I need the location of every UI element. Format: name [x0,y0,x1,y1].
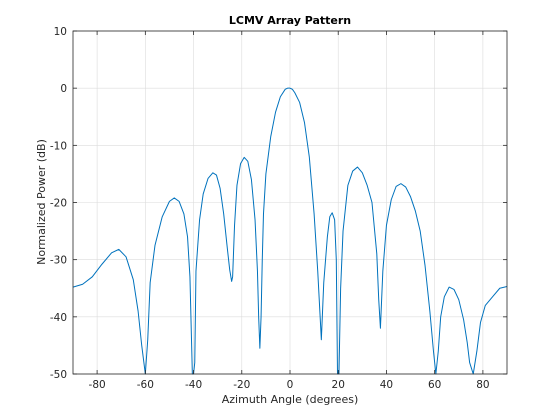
x-tick-label: -20 [233,379,250,391]
x-tick-label: 0 [287,379,294,391]
x-tick-label: 40 [380,379,393,391]
x-tick-label: -60 [137,379,154,391]
y-tick-label: -40 [50,312,67,324]
series-line-0 [72,87,508,375]
y-tick-label: -10 [50,140,67,152]
x-tick-label: 60 [428,379,441,391]
y-tick-label: -50 [50,369,67,381]
y-tick-label: -30 [50,255,67,267]
x-tick-label: -40 [185,379,202,391]
x-tick-label: -80 [89,379,106,391]
x-tick-label: 20 [332,379,345,391]
series-group [72,87,508,375]
x-axis-label: Azimuth Angle (degrees) [222,393,359,406]
x-tick-label: 80 [476,379,489,391]
chart-title: LCMV Array Pattern [229,14,351,27]
y-tick-label: 10 [54,26,67,38]
y-axis-label: Normalized Power (dB) [35,139,48,265]
y-tick-label: -20 [50,198,67,210]
ticks: -80 -60 -40 -20 0 20 40 60 80 -50 -40 -30 -20 -10 0 10 [50,26,507,391]
y-tick-label: 0 [60,83,67,95]
